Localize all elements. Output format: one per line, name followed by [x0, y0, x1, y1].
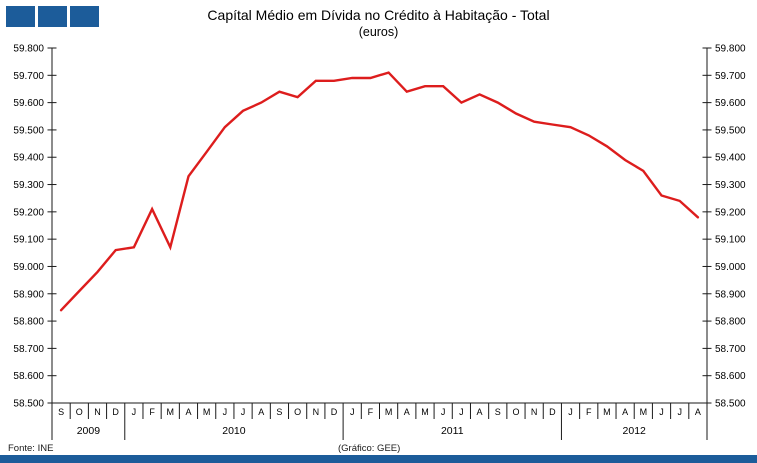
- x-year-label: 2009: [77, 425, 101, 437]
- logo-square-icon: [6, 6, 35, 27]
- x-month-label: J: [568, 407, 573, 417]
- y-tick-label-left: 59.300: [13, 180, 44, 191]
- y-tick-label-right: 58.600: [715, 371, 746, 382]
- x-month-label: S: [495, 407, 501, 417]
- y-tick-label-right: 58.800: [715, 317, 746, 328]
- x-month-label: A: [622, 407, 628, 417]
- logo-squares: [6, 6, 99, 27]
- y-tick-label-left: 58.500: [13, 399, 44, 410]
- y-tick-label-left: 59.100: [13, 235, 44, 246]
- x-month-label: A: [258, 407, 264, 417]
- source-note: Fonte: INE: [8, 443, 54, 454]
- y-tick-label-right: 59.300: [715, 180, 746, 191]
- x-month-label: J: [659, 407, 664, 417]
- x-month-label: J: [132, 407, 137, 417]
- y-tick-label-right: 59.600: [715, 98, 746, 109]
- y-tick-label-left: 59.500: [13, 125, 44, 136]
- x-month-label: J: [350, 407, 355, 417]
- x-year-label: 2012: [623, 425, 647, 437]
- x-month-label: M: [421, 407, 429, 417]
- y-tick-label-right: 59.800: [715, 44, 746, 55]
- x-month-label: M: [603, 407, 611, 417]
- x-month-label: A: [404, 407, 410, 417]
- x-month-label: J: [223, 407, 228, 417]
- x-month-label: S: [58, 407, 64, 417]
- x-month-label: F: [368, 407, 374, 417]
- x-month-label: M: [385, 407, 393, 417]
- y-tick-label-left: 58.700: [13, 344, 44, 355]
- y-tick-label-right: 58.500: [715, 399, 746, 410]
- x-month-label: N: [313, 407, 320, 417]
- y-tick-label-right: 59.700: [715, 71, 746, 82]
- x-month-label: N: [94, 407, 101, 417]
- x-month-label: M: [203, 407, 211, 417]
- x-year-label: 2010: [222, 425, 246, 437]
- y-tick-label-left: 59.200: [13, 207, 44, 218]
- y-tick-label-right: 59.500: [715, 125, 746, 136]
- x-month-label: A: [185, 407, 191, 417]
- y-tick-label-right: 59.200: [715, 207, 746, 218]
- y-tick-label-left: 58.900: [13, 289, 44, 300]
- y-tick-label-right: 58.700: [715, 344, 746, 355]
- x-month-label: J: [441, 407, 446, 417]
- x-month-label: N: [531, 407, 538, 417]
- x-month-label: A: [477, 407, 483, 417]
- x-month-label: D: [112, 407, 119, 417]
- y-tick-label-left: 59.700: [13, 71, 44, 82]
- x-month-label: A: [695, 407, 701, 417]
- y-tick-label-left: 58.800: [13, 317, 44, 328]
- x-month-label: D: [331, 407, 338, 417]
- x-month-label: J: [677, 407, 682, 417]
- x-month-label: O: [294, 407, 301, 417]
- y-tick-label-left: 58.600: [13, 371, 44, 382]
- x-month-label: F: [149, 407, 155, 417]
- y-tick-label-left: 59.000: [13, 262, 44, 273]
- x-year-label: 2011: [441, 425, 464, 437]
- y-tick-label-right: 59.100: [715, 235, 746, 246]
- x-month-label: O: [512, 407, 519, 417]
- x-month-label: M: [167, 407, 175, 417]
- x-month-label: J: [459, 407, 464, 417]
- logo-square-icon: [70, 6, 99, 27]
- credit-note: (Gráfico: GEE): [338, 443, 401, 454]
- x-month-label: O: [76, 407, 83, 417]
- y-tick-label-left: 59.600: [13, 98, 44, 109]
- y-tick-label-left: 59.400: [13, 153, 44, 164]
- x-month-label: J: [241, 407, 246, 417]
- y-tick-label-right: 59.400: [715, 153, 746, 164]
- chart-subtitle: (euros): [358, 25, 399, 39]
- y-tick-label-right: 58.900: [715, 289, 746, 300]
- x-month-label: S: [276, 407, 282, 417]
- x-month-label: D: [549, 407, 556, 417]
- x-month-label: M: [640, 407, 648, 417]
- y-tick-label-right: 59.000: [715, 262, 746, 273]
- x-month-label: F: [586, 407, 592, 417]
- chart-title: Capítal Médio em Dívida no Crédito à Hab…: [207, 7, 550, 23]
- logo-square-icon: [38, 6, 67, 27]
- data-line-series: [59, 71, 700, 312]
- y-tick-label-left: 59.800: [13, 44, 44, 55]
- footer-bar: [0, 455, 757, 463]
